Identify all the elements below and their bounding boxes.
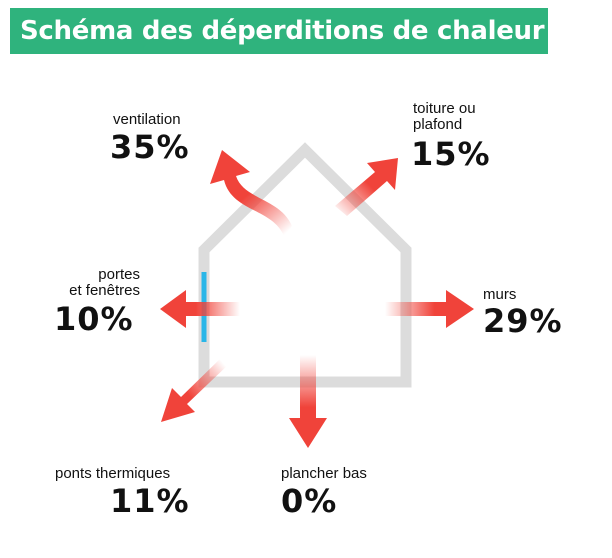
arrow-portes: [160, 290, 240, 328]
page-title: Schéma des déperditions de chaleur: [20, 16, 545, 46]
value-ponts: 11%: [110, 482, 190, 520]
arrow-plancher: [289, 355, 327, 448]
label-toiture: toiture ou plafond: [413, 100, 476, 133]
value-toiture: 15%: [411, 135, 491, 173]
value-portes: 10%: [54, 300, 134, 338]
arrow-toiture: [335, 158, 398, 216]
label-ventilation: ventilation: [113, 111, 181, 128]
title-banner: Schéma des déperditions de chaleur: [10, 8, 548, 54]
label-portes: portes et fenêtres: [69, 266, 140, 299]
label-plancher: plancher bas: [281, 465, 367, 482]
arrow-ventilation: [210, 150, 292, 236]
label-murs: murs: [483, 286, 517, 303]
value-ventilation: 35%: [110, 128, 190, 166]
value-murs: 29%: [483, 302, 563, 340]
arrow-murs: [385, 290, 474, 328]
value-plancher: 0%: [281, 482, 338, 520]
label-ponts: ponts thermiques: [55, 465, 171, 482]
arrow-ponts: [161, 357, 229, 422]
